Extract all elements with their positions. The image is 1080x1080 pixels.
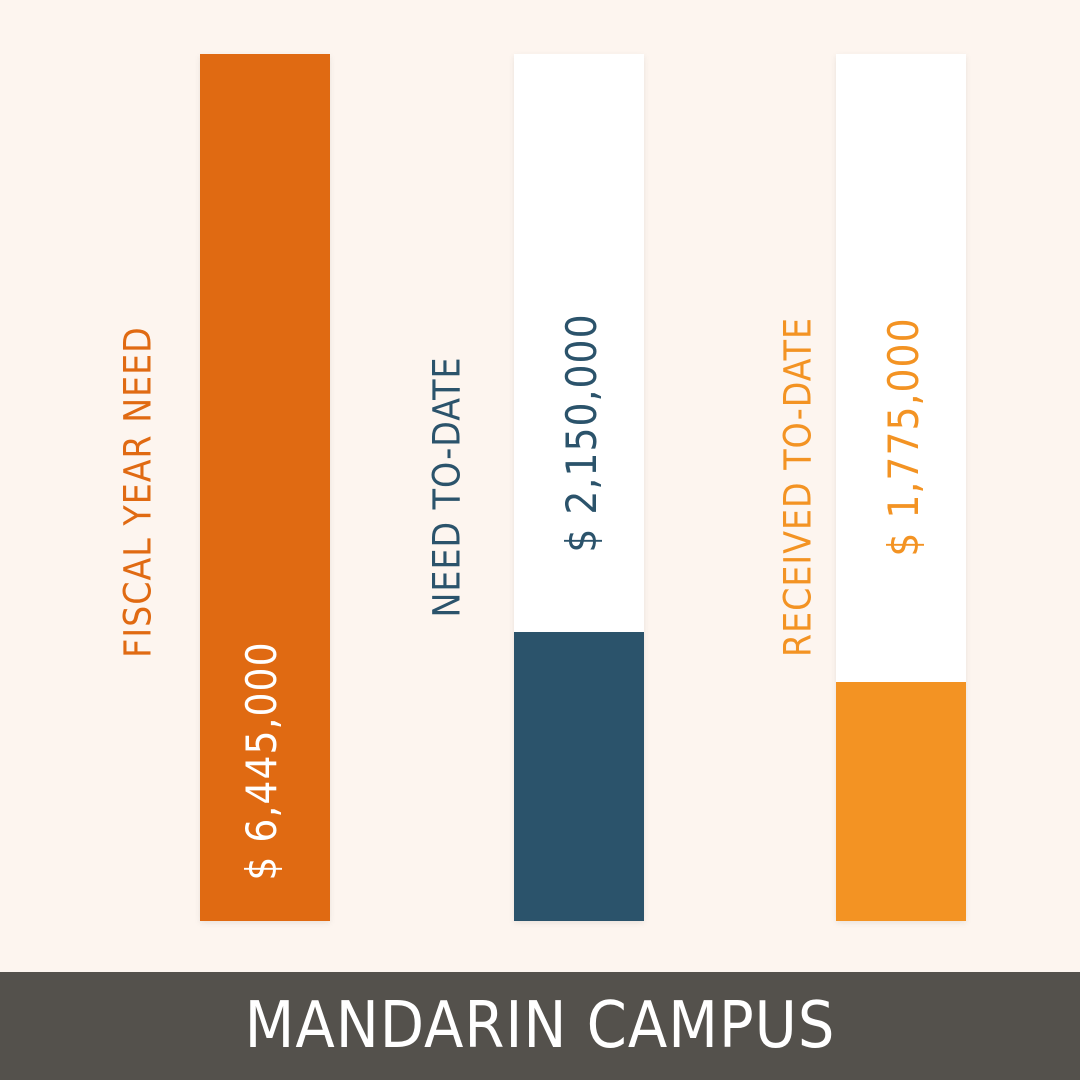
value-label-fiscal-year-need: $ 6,445,000 — [237, 641, 286, 881]
footer-title: MANDARIN CAMPUS — [244, 989, 836, 1063]
value-label-need-to-date: $ 2,150,000 — [557, 313, 606, 553]
bar-track-fiscal-year-need — [200, 54, 330, 921]
bar-need-to-date — [514, 631, 644, 921]
bar-received-to-date — [836, 682, 966, 921]
bar-fiscal-year-need — [200, 54, 330, 921]
value-label-received-to-date: $ 1,775,000 — [879, 317, 928, 557]
bar-track-need-to-date — [514, 54, 644, 921]
category-label-need-to-date: NEED TO-DATE — [425, 356, 469, 618]
footer-banner: MANDARIN CAMPUS — [0, 972, 1080, 1080]
category-label-received-to-date: RECEIVED TO-DATE — [776, 316, 820, 658]
bar-track-received-to-date — [836, 54, 966, 921]
category-label-fiscal-year-need: FISCAL YEAR NEED — [116, 326, 160, 658]
